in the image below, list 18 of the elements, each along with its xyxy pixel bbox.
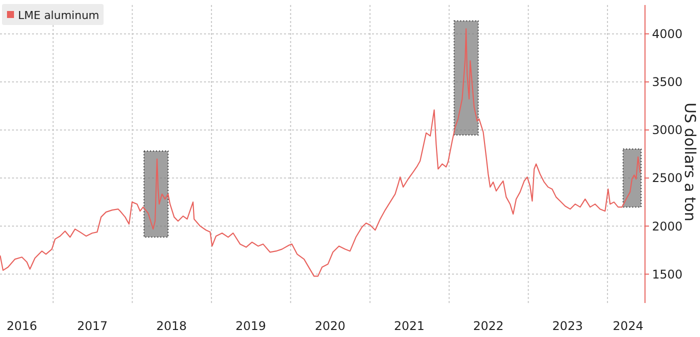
x-tick-label: 2020: [314, 319, 346, 333]
x-tick-label: 2019: [235, 319, 266, 333]
line-series: [0, 28, 641, 277]
y-axis-title: US dollars a ton: [681, 102, 699, 222]
x-tick-label: 2018: [156, 319, 187, 333]
y-tick-label: 2500: [652, 171, 683, 186]
y-tick-label: 3000: [652, 123, 683, 138]
legend-label: LME aluminum: [18, 9, 100, 22]
y-tick-label: 1500: [652, 267, 683, 282]
y-tick-label: 3500: [652, 75, 683, 90]
x-tick-label: 2022: [473, 319, 504, 333]
x-tick-label: 2017: [77, 319, 108, 333]
x-tick-label: 2016: [6, 319, 38, 333]
y-tick-label: 2000: [652, 219, 683, 234]
y-tick-label: 4000: [652, 27, 683, 42]
x-tick-label: 2024: [612, 319, 644, 333]
x-tick-label: 2021: [394, 319, 425, 333]
x-tick-label: 2023: [552, 319, 583, 333]
